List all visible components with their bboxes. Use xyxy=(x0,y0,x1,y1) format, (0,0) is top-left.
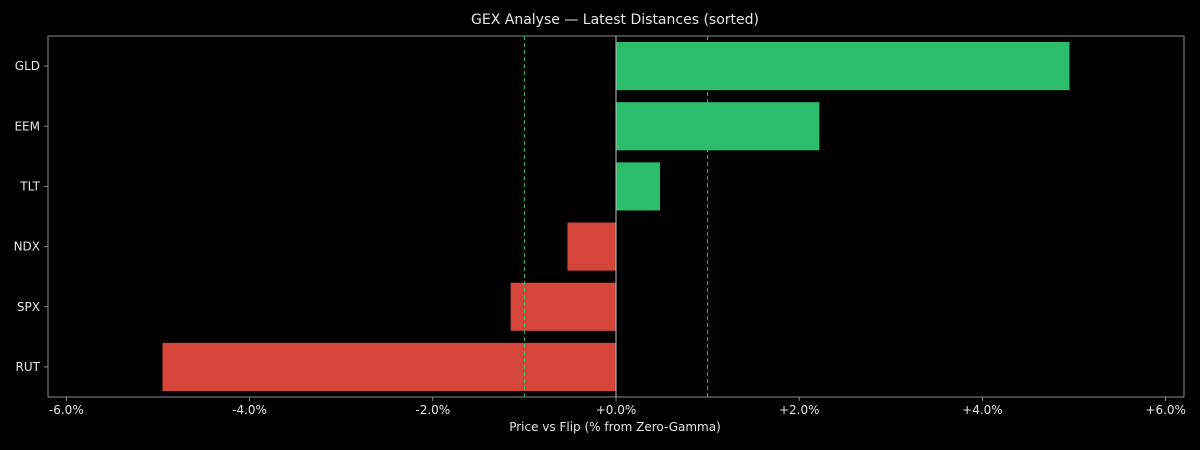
x-axis-label: Price vs Flip (% from Zero-Gamma) xyxy=(509,420,721,434)
y-tick-label-rut: RUT xyxy=(16,360,41,374)
x-tick-label-0: -6.0% xyxy=(49,403,84,417)
x-tick-label-4: +2.0% xyxy=(779,403,820,417)
x-tick-label-2: -2.0% xyxy=(415,403,450,417)
chart-title: GEX Analyse — Latest Distances (sorted) xyxy=(471,12,759,28)
plot-area: GLD EEM TLT NDX SPX RUT -6.0% -4.0% -2.0% +0.0% +2… xyxy=(14,35,1186,417)
bar-spx xyxy=(510,282,616,331)
bar-ndx xyxy=(567,222,616,271)
y-tick-label-eem: EEM xyxy=(14,119,40,133)
bar-rut xyxy=(162,342,617,391)
x-tick-label-5: +4.0% xyxy=(962,403,1003,417)
x-tick-label-1: -4.0% xyxy=(232,403,267,417)
y-tick-label-spx: SPX xyxy=(17,300,40,314)
bar-gld xyxy=(616,42,1070,91)
y-tick-label-gld: GLD xyxy=(15,59,40,73)
bar-eem xyxy=(616,102,820,151)
bar-tlt xyxy=(616,162,660,211)
y-tick-label-tlt: TLT xyxy=(19,179,40,193)
x-tick-label-3: +0.0% xyxy=(596,403,637,417)
y-tick-label-ndx: NDX xyxy=(14,240,40,254)
x-tick-label-6: +6.0% xyxy=(1145,403,1186,417)
